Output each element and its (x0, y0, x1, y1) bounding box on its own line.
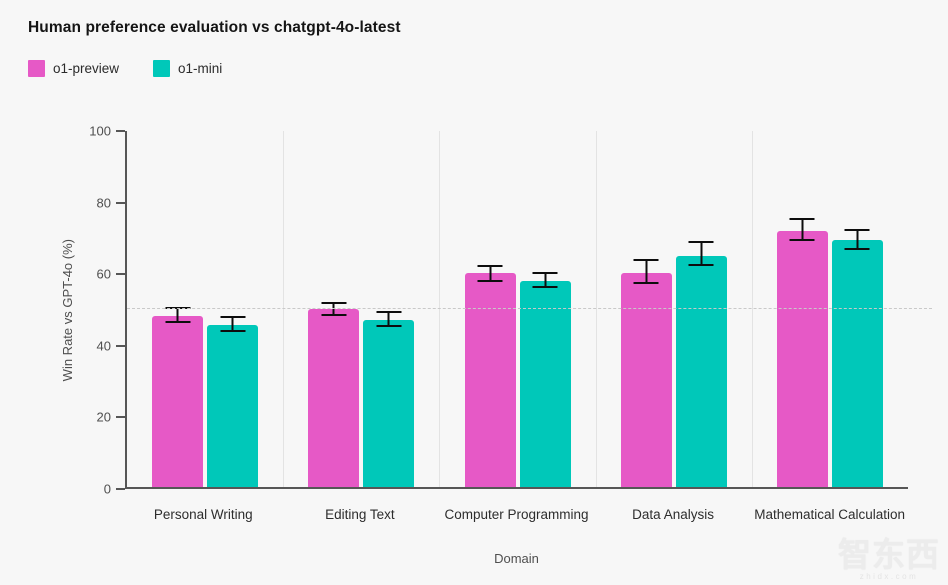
bar-slot (776, 131, 828, 487)
x-tick-label: Mathematical Calculation (754, 507, 906, 522)
bar-o1-mini (519, 280, 571, 487)
bar-slot (308, 131, 360, 487)
x-tick-label: Editing Text (325, 507, 395, 522)
y-tick-label: 60 (96, 266, 111, 282)
legend-label-o1-preview: o1-preview (53, 61, 120, 76)
y-tick-mark (116, 201, 125, 204)
bar-slot (207, 131, 259, 487)
y-tick-label: 100 (89, 123, 111, 139)
y-tick-mark (116, 344, 125, 347)
error-bar-o1-mini (844, 228, 870, 251)
y-axis-title-text: Win Rate vs GPT-4o (%) (59, 238, 75, 382)
legend: o1-preview o1-mini (28, 60, 222, 77)
legend-item-o1-mini: o1-mini (153, 60, 222, 77)
error-bar-o1-preview (477, 264, 503, 283)
bar-slot (464, 131, 516, 487)
y-tick-mark (116, 273, 125, 276)
watermark-logo: 智东西 (838, 536, 940, 573)
x-labels: Personal Writing Editing Text Computer Pro… (125, 507, 908, 522)
bar-o1-preview (776, 230, 828, 487)
bar-slot (363, 131, 415, 487)
legend-label-o1-mini: o1-mini (178, 61, 223, 76)
bar-group (283, 131, 439, 487)
bar-slot (831, 131, 883, 487)
bar-o1-mini (363, 319, 415, 487)
bar-group (752, 131, 908, 487)
bar-o1-mini (831, 239, 883, 487)
error-bar-o1-preview (165, 307, 191, 324)
error-bar-o1-preview (789, 218, 815, 242)
legend-item-o1-preview: o1-preview (28, 60, 119, 77)
vertical-gridline (439, 131, 441, 487)
legend-swatch-o1-preview (28, 60, 45, 77)
y-axis-title: Win Rate vs GPT-4o (%) (54, 131, 80, 489)
bar-o1-preview (308, 309, 360, 487)
bar-group (596, 131, 752, 487)
bar-o1-preview (152, 316, 204, 487)
error-bar-o1-mini (220, 316, 246, 333)
plot-area (125, 131, 932, 489)
x-axis-title: Domain (494, 551, 539, 566)
bar-slot (675, 131, 727, 487)
reference-line-50 (127, 308, 932, 309)
bars-layer (127, 131, 908, 487)
y-tick-mark (116, 130, 125, 132)
error-bar-o1-preview (321, 301, 347, 317)
vertical-gridline (751, 131, 753, 487)
x-tick-label: Computer Programming (444, 507, 589, 522)
bar-o1-preview (464, 273, 516, 487)
watermark: 智东西 zhidx.com (838, 538, 940, 581)
error-bar-o1-mini (688, 241, 714, 267)
legend-swatch-o1-mini (153, 60, 171, 77)
bar-slot (152, 131, 204, 487)
error-bar-o1-preview (633, 259, 659, 285)
bar-slot (519, 131, 571, 487)
bar-o1-mini (675, 255, 727, 487)
y-tick-label: 0 (103, 481, 111, 497)
y-tick-mark (116, 488, 125, 490)
chart-title: Human preference evaluation vs chatgpt-4… (28, 19, 401, 36)
error-bar-o1-mini (532, 271, 558, 288)
y-tick-label: 20 (96, 409, 111, 425)
y-tick-mark (116, 416, 125, 419)
y-tick-label: 40 (96, 338, 111, 354)
watermark-url: zhidx.com (859, 572, 919, 581)
vertical-gridline (595, 131, 597, 487)
x-tick-label: Personal Writing (153, 507, 253, 522)
bar-o1-mini (207, 325, 259, 487)
bar-o1-preview (620, 273, 672, 487)
bar-group (439, 131, 595, 487)
error-bar-o1-mini (376, 310, 402, 327)
bar-group (127, 131, 283, 487)
x-tick-label: Data Analysis (632, 507, 714, 522)
vertical-gridline (283, 131, 285, 487)
bar-slot (620, 131, 672, 487)
y-tick-label: 80 (96, 195, 111, 211)
